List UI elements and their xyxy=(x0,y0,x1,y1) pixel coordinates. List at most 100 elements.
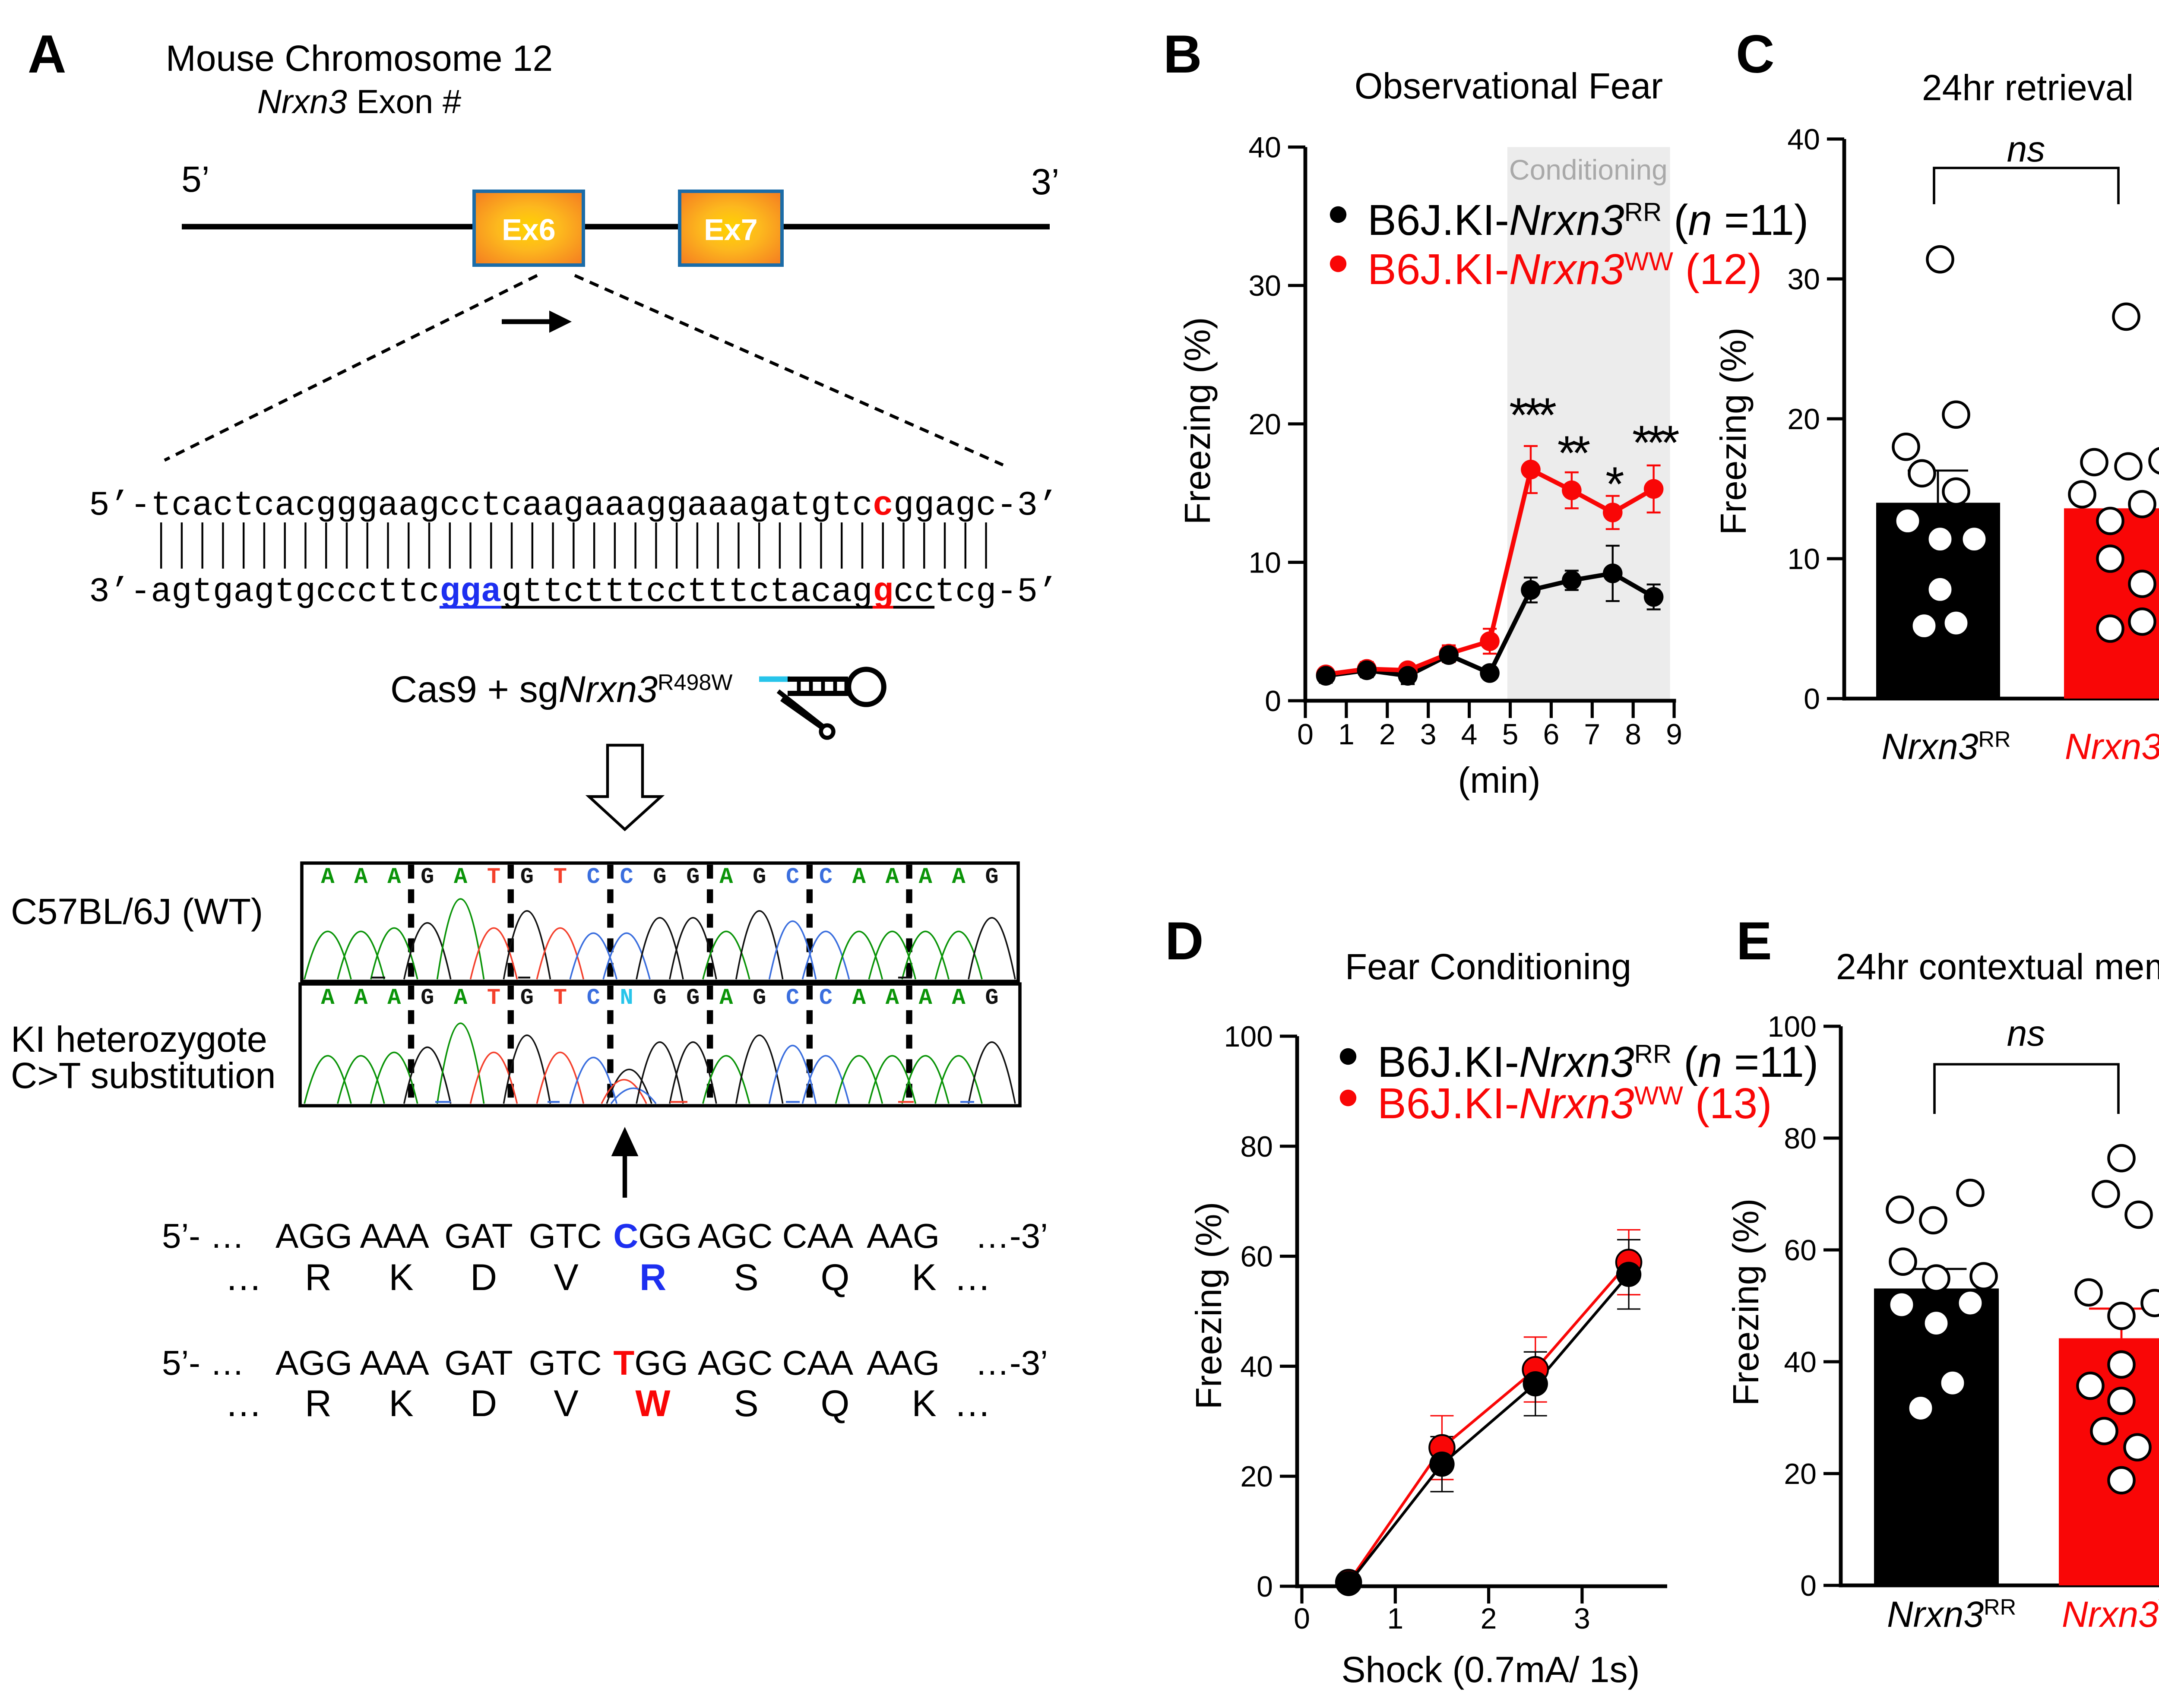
svg-text:40: 40 xyxy=(1787,123,1820,156)
svg-text:30: 30 xyxy=(1787,263,1820,296)
svg-text:**: ** xyxy=(1558,426,1590,480)
svg-text:ns: ns xyxy=(2007,129,2045,169)
svg-text:8: 8 xyxy=(1625,718,1641,751)
svg-text:Shock (0.7mA/ 1s): Shock (0.7mA/ 1s) xyxy=(1342,1649,1640,1690)
svg-text:G: G xyxy=(686,864,700,890)
svg-text:Freezing (%): Freezing (%) xyxy=(1177,317,1218,525)
svg-text:T: T xyxy=(487,864,500,890)
svg-text:0: 0 xyxy=(1257,1570,1273,1603)
svg-text:24hr contextual memory: 24hr contextual memory xyxy=(1836,946,2159,987)
svg-text:0: 0 xyxy=(1294,1602,1310,1635)
svg-text:ns: ns xyxy=(2007,1013,2045,1053)
svg-text:Fear Conditioning: Fear Conditioning xyxy=(1345,946,1631,987)
svg-text:4: 4 xyxy=(1461,718,1478,751)
svg-text:A: A xyxy=(852,985,866,1011)
svg-text:G: G xyxy=(653,864,666,890)
svg-text:A: A xyxy=(354,864,368,890)
svg-text:0: 0 xyxy=(1297,718,1314,751)
svg-text:D: D xyxy=(470,1257,497,1298)
svg-text:Nrxn3WW: Nrxn3WW xyxy=(2065,726,2159,767)
svg-text:Ex7: Ex7 xyxy=(704,213,758,247)
svg-text:A: A xyxy=(952,864,966,890)
svg-text:40: 40 xyxy=(1240,1350,1273,1383)
svg-text:R: R xyxy=(305,1383,332,1424)
svg-text:C: C xyxy=(1736,25,1775,84)
svg-text:5’-tcactcacgggaagcctcaagaaagga: 5’-tcactcacgggaagcctcaagaaaggaaagatgtccg… xyxy=(89,486,1058,525)
svg-text:Ex6: Ex6 xyxy=(502,213,556,247)
svg-text:K: K xyxy=(389,1383,413,1424)
svg-text:G: G xyxy=(653,985,666,1011)
svg-text:A: A xyxy=(354,985,368,1011)
svg-text:K: K xyxy=(912,1257,936,1298)
svg-text:***: *** xyxy=(1632,416,1679,470)
svg-text:2: 2 xyxy=(1379,718,1396,751)
svg-text:V: V xyxy=(554,1383,578,1424)
svg-text:S: S xyxy=(734,1257,758,1298)
svg-text:5: 5 xyxy=(1502,718,1519,751)
svg-text:A: A xyxy=(454,864,468,890)
svg-text:2: 2 xyxy=(1481,1602,1497,1635)
svg-text:7: 7 xyxy=(1584,718,1600,751)
svg-text:K: K xyxy=(912,1383,936,1424)
svg-text:20: 20 xyxy=(1787,403,1820,436)
svg-text:C: C xyxy=(620,864,633,890)
svg-text:24hr retrieval: 24hr retrieval xyxy=(1922,67,2134,108)
svg-text:80: 80 xyxy=(1784,1122,1817,1155)
svg-text:1: 1 xyxy=(1387,1602,1403,1635)
svg-text:20: 20 xyxy=(1248,408,1281,441)
svg-text:C: C xyxy=(819,864,833,890)
svg-text:K: K xyxy=(389,1257,413,1298)
svg-text:80: 80 xyxy=(1240,1130,1273,1163)
svg-text:Q: Q xyxy=(821,1383,850,1424)
svg-text:A: A xyxy=(886,985,899,1011)
svg-text:60: 60 xyxy=(1240,1240,1273,1273)
svg-text:C: C xyxy=(587,864,600,890)
svg-text:A: A xyxy=(321,985,335,1011)
svg-text:T: T xyxy=(554,864,567,890)
svg-text:3: 3 xyxy=(1420,718,1437,751)
svg-text:KI heterozygote: KI heterozygote xyxy=(11,1018,267,1060)
svg-text:0: 0 xyxy=(1800,1569,1817,1602)
svg-text:C: C xyxy=(786,864,799,890)
svg-text:A: A xyxy=(952,985,966,1011)
svg-text:G: G xyxy=(753,985,766,1011)
svg-text:…: … xyxy=(954,1383,991,1424)
svg-text:G: G xyxy=(985,985,998,1011)
svg-text:0: 0 xyxy=(1265,685,1281,718)
svg-text:C: C xyxy=(587,985,600,1011)
svg-text:0: 0 xyxy=(1804,683,1820,715)
svg-text:Freezing (%): Freezing (%) xyxy=(1188,1202,1229,1410)
svg-text:A: A xyxy=(28,25,66,84)
svg-text:B6J.KI-Nrxn3RR (n =11): B6J.KI-Nrxn3RR (n =11) xyxy=(1377,1038,1818,1086)
svg-text:D: D xyxy=(470,1383,497,1424)
svg-text:G: G xyxy=(520,985,534,1011)
svg-text:Q: Q xyxy=(821,1257,850,1298)
svg-text:3’: 3’ xyxy=(1031,161,1059,202)
svg-text:B6J.KI-Nrxn3WW (13): B6J.KI-Nrxn3WW (13) xyxy=(1377,1079,1772,1128)
svg-text:20: 20 xyxy=(1240,1460,1273,1493)
svg-text:Freezing (%): Freezing (%) xyxy=(1713,327,1754,535)
svg-text:G: G xyxy=(686,985,700,1011)
svg-text:Nrxn3WW: Nrxn3WW xyxy=(2062,1594,2159,1635)
svg-text:Nrxn3 Exon #: Nrxn3 Exon # xyxy=(257,82,462,120)
svg-text:S: S xyxy=(734,1383,758,1424)
svg-text:A: A xyxy=(919,864,933,890)
svg-text:30: 30 xyxy=(1248,269,1281,302)
svg-text:A: A xyxy=(454,985,468,1011)
svg-text:V: V xyxy=(554,1257,578,1298)
svg-text:A: A xyxy=(387,985,401,1011)
svg-text:40: 40 xyxy=(1248,131,1281,164)
svg-text:G: G xyxy=(985,864,998,890)
svg-text:G: G xyxy=(421,985,434,1011)
svg-text:20: 20 xyxy=(1784,1458,1817,1490)
svg-text:B: B xyxy=(1163,25,1202,84)
svg-text:3: 3 xyxy=(1574,1602,1590,1635)
svg-text:C: C xyxy=(786,985,799,1011)
svg-text:A: A xyxy=(719,985,733,1011)
svg-text:9: 9 xyxy=(1666,718,1682,751)
svg-text:A: A xyxy=(852,864,866,890)
svg-text:…: … xyxy=(225,1257,262,1298)
svg-text:10: 10 xyxy=(1787,543,1820,576)
